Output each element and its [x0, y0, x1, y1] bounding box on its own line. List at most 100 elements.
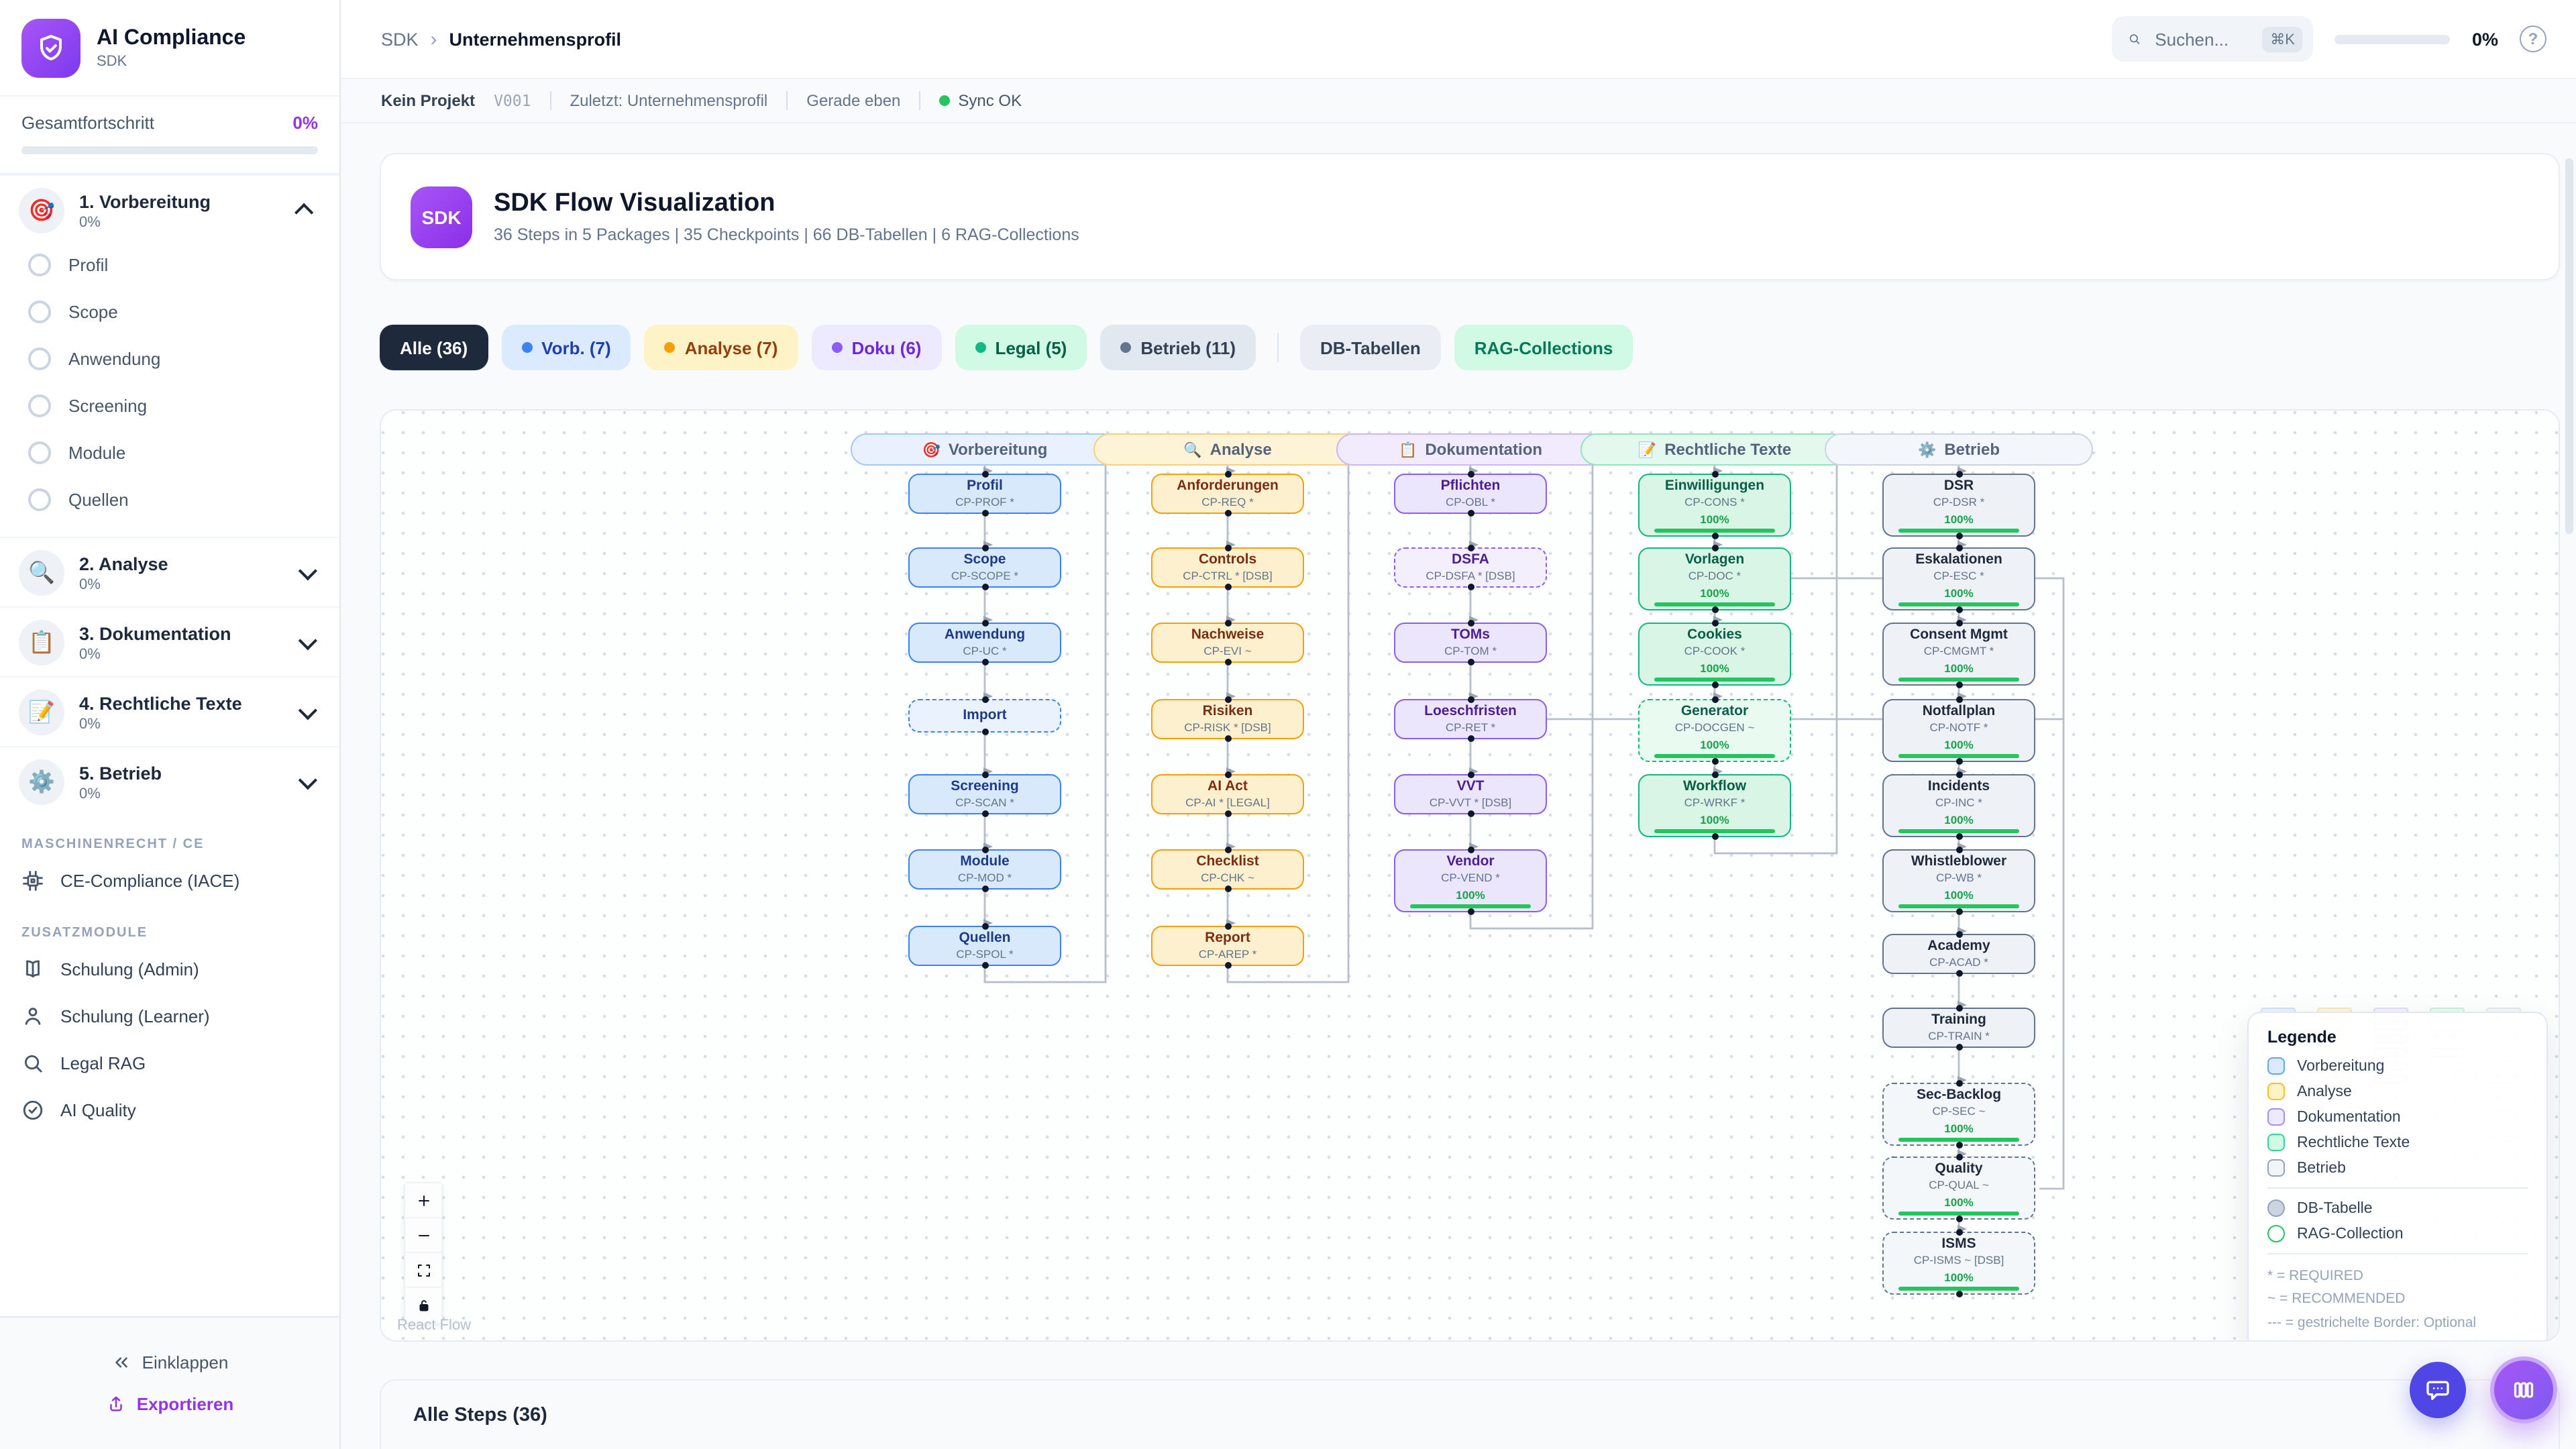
handle-bottom-icon [981, 962, 988, 969]
search-input[interactable] [2152, 28, 2252, 50]
flow-node-anwendung[interactable]: Anwendung CP-UC * [908, 620, 1061, 665]
node-code: CP-VVT * [DSB] [1429, 795, 1512, 809]
radio-unchecked-icon [28, 488, 51, 511]
app-title: AI Compliance [97, 26, 246, 50]
flow-node-consent-mgmt[interactable]: Consent Mgmt CP-CMGMT * 100% [1882, 620, 2035, 688]
page-title: SDK Flow Visualization [494, 189, 775, 217]
flow-node-vendor[interactable]: Vendor CP-VEND * 100% [1394, 847, 1547, 915]
flow-node-nachweise[interactable]: Nachweise CP-EVI ~ [1151, 620, 1304, 665]
flow-node-notfallplan[interactable]: Notfallplan CP-NOTF * 100% [1882, 696, 2035, 765]
collapse-sidebar-button[interactable]: Einklappen [103, 1351, 237, 1374]
sidebar-item-anwendung[interactable]: Anwendung [19, 335, 321, 382]
section-header[interactable]: 🎯 1. Vorbereitung 0% [19, 188, 321, 233]
sidebar-item-screening[interactable]: Screening [19, 382, 321, 429]
sidebar-item-quellen[interactable]: Quellen [19, 476, 321, 523]
node-code: CP-CHK ~ [1201, 870, 1254, 884]
handle-bottom-icon [1955, 970, 1962, 977]
flow-node-sec-backlog[interactable]: Sec-Backlog CP-SEC ~ 100% [1882, 1080, 2035, 1148]
columns-panel-fab-button[interactable] [2490, 1356, 2557, 1424]
flow-node-training[interactable]: Training CP-TRAIN * [1882, 1005, 2035, 1051]
sidebar-item-module[interactable]: Module [19, 429, 321, 476]
flow-node-pflichten[interactable]: Pflichten CP-OBL * [1394, 471, 1547, 517]
filter-chip-legal-5[interactable]: Legal (5) [955, 325, 1087, 370]
flow-node-generator[interactable]: Generator CP-DOCGEN ~ 100% [1638, 696, 1791, 765]
flow-node-loeschfristen[interactable]: Loeschfristen CP-RET * [1394, 696, 1547, 742]
flow-node-controls[interactable]: Controls CP-CTRL * [DSB] [1151, 545, 1304, 590]
divider [0, 95, 339, 97]
flow-column-header-legal[interactable]: 📝 Rechtliche Texte [1580, 433, 1849, 466]
person-icon [25, 1008, 41, 1025]
filter-chip-analyse-7[interactable]: Analyse (7) [644, 325, 798, 370]
filter-chip-db-tabellen[interactable]: DB-Tabellen [1300, 325, 1441, 370]
zoom-out-button[interactable] [405, 1218, 441, 1253]
flow-node-eskalationen[interactable]: Eskalationen CP-ESC * 100% [1882, 545, 2035, 613]
chat-fab-button[interactable] [2410, 1362, 2466, 1418]
flow-node-risiken[interactable]: Risiken CP-RISK * [DSB] [1151, 696, 1304, 742]
lock-button[interactable] [405, 1288, 441, 1323]
sidebar-module-schulung-admin-[interactable]: Schulung (Admin) [0, 946, 339, 993]
flow-node-workflow[interactable]: Workflow CP-WRKF * 100% [1638, 771, 1791, 840]
flow-node-quality[interactable]: Quality CP-QUAL ~ 100% [1882, 1154, 2035, 1222]
fit-view-button[interactable] [405, 1253, 441, 1288]
filter-chip-doku-6[interactable]: Doku (6) [811, 325, 942, 370]
flow-node-screening[interactable]: Screening CP-SCAN * [908, 771, 1061, 817]
category-dot-icon [664, 342, 676, 353]
filter-chip-vorb-7[interactable]: Vorb. (7) [501, 325, 631, 370]
flow-node-incidents[interactable]: Incidents CP-INC * 100% [1882, 771, 2035, 840]
page-scrollbar[interactable] [2565, 158, 2573, 534]
section-header[interactable]: 📝 4. Rechtliche Texte 0% [19, 690, 321, 735]
flow-column-header-betrieb[interactable]: ⚙️ Betrieb [1825, 433, 2093, 466]
flow-node-module[interactable]: Module CP-MOD * [908, 847, 1061, 892]
sidebar-item-profil[interactable]: Profil [19, 241, 321, 288]
flow-node-dsfa[interactable]: DSFA CP-DSFA * [DSB] [1394, 545, 1547, 590]
flow-node-academy[interactable]: Academy CP-ACAD * [1882, 931, 2035, 977]
node-code: CP-DSR * [1933, 494, 1985, 508]
flow-node-report[interactable]: Report CP-AREP * [1151, 923, 1304, 969]
flow-node-scope[interactable]: Scope CP-SCOPE * [908, 545, 1061, 590]
node-progress-value: 100% [1700, 737, 1729, 751]
flow-node-toms[interactable]: TOMs CP-TOM * [1394, 620, 1547, 665]
filter-chip-rag-collections[interactable]: RAG-Collections [1454, 325, 1633, 370]
filter-chip-alle-36[interactable]: Alle (36) [380, 325, 488, 370]
export-button[interactable]: Exportieren [98, 1393, 242, 1415]
flow-node-whistleblower[interactable]: Whistleblower CP-WB * 100% [1882, 847, 2035, 915]
help-icon[interactable]: ? [2520, 25, 2546, 52]
sidebar-module-ai-quality[interactable]: AI Quality [0, 1087, 339, 1134]
node-progress-bar [1898, 1211, 2019, 1216]
flow-node-vvt[interactable]: VVT CP-VVT * [DSB] [1394, 771, 1547, 817]
breadcrumb-root[interactable]: SDK [381, 29, 419, 49]
flow-node-anforderungen[interactable]: Anforderungen CP-REQ * [1151, 471, 1304, 517]
flow-node-profil[interactable]: Profil CP-PROF * [908, 471, 1061, 517]
node-code: CP-QUAL ~ [1929, 1177, 1989, 1191]
sidebar-module-ce-compliance-iace-[interactable]: CE-Compliance (IACE) [0, 857, 339, 904]
sidebar-item-scope[interactable]: Scope [19, 288, 321, 335]
sidebar-module-legal-rag[interactable]: Legal RAG [0, 1040, 339, 1087]
sidebar-module-schulung-learner-[interactable]: Schulung (Learner) [0, 993, 339, 1040]
flow-node-import[interactable]: Import [908, 696, 1061, 735]
flow-column-header-vorbereitung[interactable]: 🎯 Vorbereitung [851, 433, 1119, 466]
flow-node-checklist[interactable]: Checklist CP-CHK ~ [1151, 847, 1304, 892]
search-box[interactable]: ⌘K [2112, 16, 2314, 62]
topbar: SDK › Unternehmensprofil ⌘K 0% ? [341, 0, 2576, 78]
flow-node-vorlagen[interactable]: Vorlagen CP-DOC * 100% [1638, 545, 1791, 613]
node-title: Report [1205, 930, 1250, 947]
flow-node-ai-act[interactable]: AI Act CP-AI * [LEGAL] [1151, 771, 1304, 817]
flow-node-isms[interactable]: ISMS CP-ISMS ~ [DSB] 100% [1882, 1229, 2035, 1297]
flow-node-dsr[interactable]: DSR CP-DSR * 100% [1882, 471, 2035, 539]
handle-top-icon [1224, 847, 1231, 853]
flow-column-header-dokumentation[interactable]: 📋 Dokumentation [1336, 433, 1605, 466]
filter-chip-betrieb-11[interactable]: Betrieb (11) [1100, 325, 1256, 370]
section-header[interactable]: 🔍 2. Analyse 0% [19, 550, 321, 596]
section-header[interactable]: ⚙️ 5. Betrieb 0% [19, 759, 321, 805]
section-header[interactable]: 📋 3. Dokumentation 0% [19, 620, 321, 665]
flow-canvas[interactable]: 🎯 Vorbereitung Profil CP-PROF * Scope CP-SCOP… [380, 409, 2560, 1342]
handle-top-icon [1711, 696, 1718, 703]
sync-ok-dot-icon [939, 95, 951, 106]
flow-node-quellen[interactable]: Quellen CP-SPOL * [908, 923, 1061, 969]
category-dot-icon [975, 342, 986, 353]
flow-node-einwilligungen[interactable]: Einwilligungen CP-CONS * 100% [1638, 471, 1791, 539]
flow-column-header-analyse[interactable]: 🔍 Analyse [1093, 433, 1362, 466]
zoom-in-button[interactable] [405, 1183, 441, 1218]
node-progress-bar [1654, 602, 1775, 606]
flow-node-cookies[interactable]: Cookies CP-COOK * 100% [1638, 620, 1791, 688]
